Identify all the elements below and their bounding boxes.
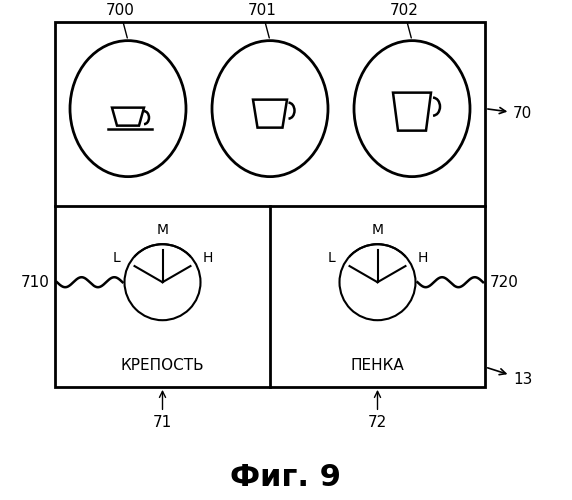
Text: ПЕНКА: ПЕНКА [351,358,404,372]
Text: L: L [328,250,336,264]
Text: H: H [203,250,213,264]
Text: 71: 71 [153,392,172,430]
Text: H: H [418,250,428,264]
Text: M: M [157,223,169,237]
Text: Фиг. 9: Фиг. 9 [231,464,341,492]
Text: 700: 700 [106,3,134,38]
Bar [55,22,485,387]
Text: 720: 720 [490,274,519,289]
Text: 702: 702 [390,3,419,38]
Text: M: M [371,223,383,237]
Text: КРЕПОСТЬ: КРЕПОСТЬ [121,358,204,372]
Text: L: L [113,250,121,264]
Text: 701: 701 [248,3,276,38]
Text: 72: 72 [368,392,387,430]
Text: 710: 710 [21,274,50,289]
Text: 70: 70 [488,106,533,121]
Text: 13: 13 [488,368,533,386]
